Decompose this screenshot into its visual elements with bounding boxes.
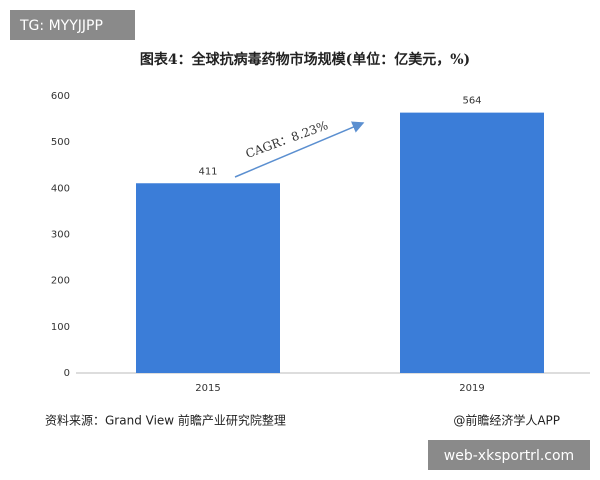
y-tick-label: 400 [51,183,70,194]
data-label: 564 [462,96,481,107]
x-tick-label: 2015 [195,383,220,394]
y-tick-label: 100 [51,322,70,333]
bar [136,183,280,373]
watermark-text: web-xksportrl.com [444,448,574,464]
credit: @前瞻经济学人APP [453,413,560,428]
source: 资料来源：Grand View 前瞻产业研究院整理 [45,413,286,428]
bar [400,112,544,374]
watermark-box [10,10,135,40]
y-tick-label: 0 [64,368,70,379]
cagr-arrow [234,121,365,178]
x-tick-label: 2019 [459,383,484,394]
y-tick-label: 300 [51,230,70,241]
data-label: 411 [198,166,217,177]
watermark-text: TG: MYYJJPP [19,18,103,34]
y-tick-label: 600 [51,91,70,102]
watermark-box [428,440,590,470]
chart-title: 图表4：全球抗病毒药物市场规模(单位：亿美元，%) [140,51,470,68]
y-tick-label: 200 [51,276,70,287]
y-tick-label: 500 [51,137,70,148]
